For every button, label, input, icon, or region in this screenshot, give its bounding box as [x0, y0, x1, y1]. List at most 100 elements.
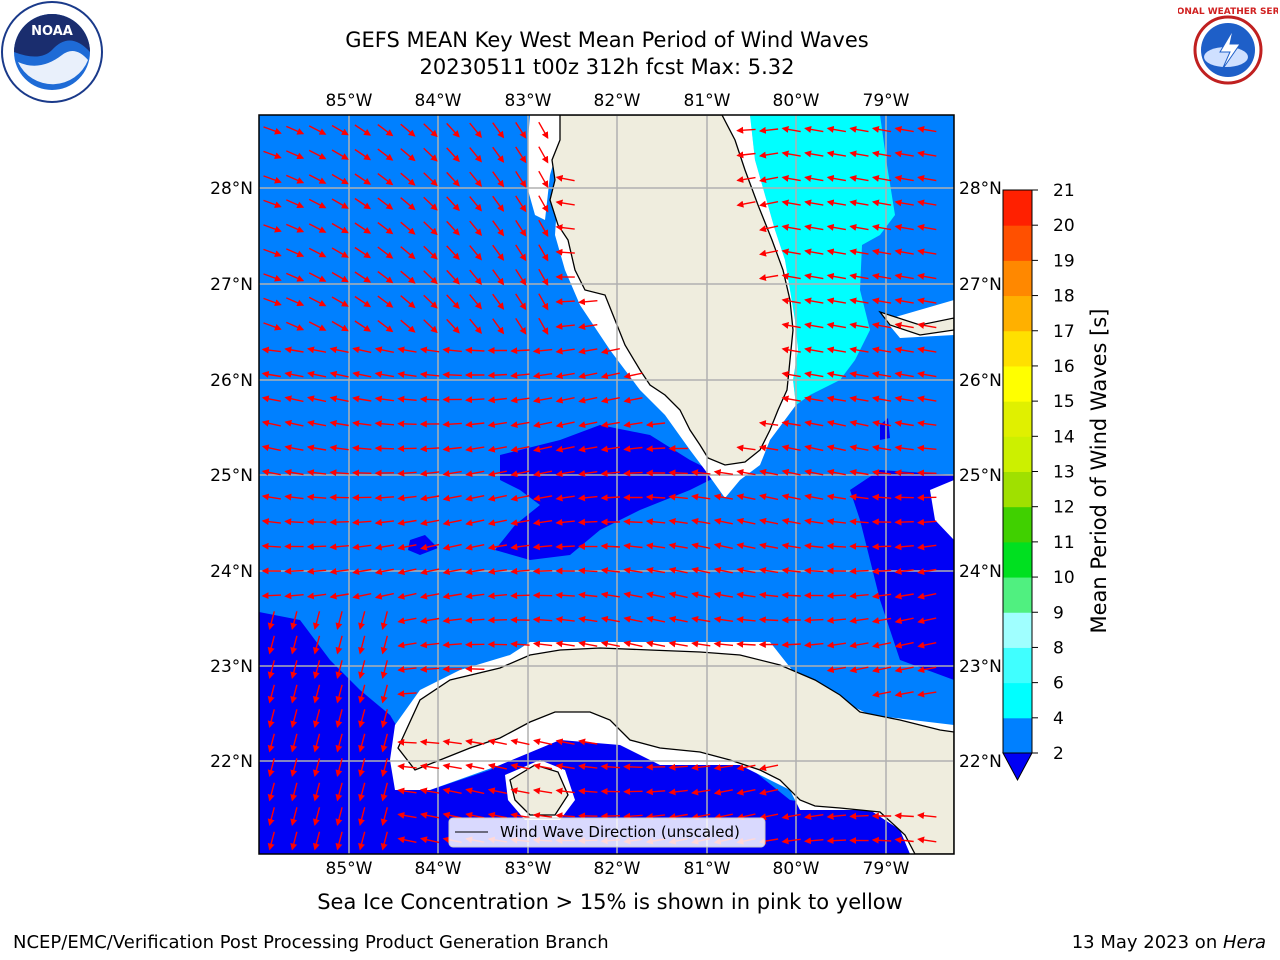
wind-wave-arrow — [442, 811, 462, 819]
wind-wave-arrow — [759, 468, 779, 476]
wind-wave-arrow — [781, 150, 801, 158]
footer-date-text: 13 May 2023 on — [1071, 932, 1223, 953]
colorbar-tick-label: 10 — [1053, 568, 1075, 588]
wind-wave-arrow — [377, 222, 394, 235]
wind-wave-arrow — [871, 321, 892, 329]
colorbar-tick-label: 13 — [1053, 463, 1075, 483]
lat-label: 22°N — [959, 752, 1002, 772]
wind-wave-arrow — [335, 758, 343, 778]
wind-wave-arrow — [691, 469, 711, 477]
wind-wave-arrow — [329, 567, 349, 575]
wind-wave-arrow — [781, 567, 801, 575]
wind-wave-arrow — [510, 543, 530, 551]
wind-wave-arrow — [515, 244, 527, 262]
wind-wave-arrow — [492, 244, 505, 261]
colorbar-segment — [1003, 225, 1032, 261]
wind-wave-arrow — [623, 812, 643, 820]
wind-wave-arrow — [668, 763, 688, 771]
wind-wave-arrow — [555, 543, 575, 551]
wind-wave-arrow — [645, 542, 666, 550]
wind-wave-arrow — [826, 542, 847, 550]
wind-wave-arrow — [331, 271, 349, 283]
wind-wave-arrow — [555, 174, 575, 182]
wind-wave-arrow — [263, 150, 282, 159]
wind-wave-arrow — [600, 372, 620, 380]
lon-label: 80°W — [773, 91, 820, 111]
wind-wave-arrow — [578, 591, 598, 599]
wind-wave-arrow — [758, 126, 779, 134]
lon-label: 85°W — [326, 859, 373, 879]
wind-wave-arrow — [713, 788, 733, 796]
lon-label: 81°W — [684, 859, 731, 879]
wind-wave-arrow — [826, 493, 847, 501]
wind-wave-arrow — [358, 611, 366, 631]
wind-wave-arrow — [600, 615, 620, 623]
wind-wave-arrow — [623, 591, 643, 599]
wind-wave-arrow — [826, 592, 847, 600]
wind-wave-arrow — [781, 297, 801, 305]
wind-wave-arrow — [804, 199, 824, 207]
colorbar-tick-label: 16 — [1053, 357, 1075, 377]
wind-wave-arrow — [261, 419, 281, 427]
wind-wave-arrow — [286, 223, 305, 233]
wind-wave-arrow — [335, 807, 343, 827]
wind-wave-arrow — [578, 787, 598, 795]
wind-wave-arrow — [736, 493, 756, 501]
wind-wave-arrow — [578, 494, 598, 502]
wind-wave-arrow — [804, 346, 824, 354]
wind-wave-arrow — [306, 444, 327, 452]
wind-wave-arrow — [465, 396, 485, 404]
wind-wave-arrow — [397, 617, 417, 625]
wind-wave-arrow — [446, 122, 460, 138]
wind-wave-arrow — [358, 807, 366, 827]
wind-wave-arrow — [849, 518, 869, 526]
wind-wave-arrow — [267, 709, 275, 729]
colorbar-tick-label: 15 — [1053, 392, 1075, 412]
chart-subtitle: 20230511 t00z 312h fcst Max: 5.32 — [419, 55, 795, 79]
wind-wave-arrow — [510, 592, 530, 600]
lon-label: 83°W — [505, 91, 552, 111]
wind-wave-arrow — [645, 493, 666, 501]
wind-wave-arrow — [308, 321, 327, 331]
wind-wave-arrow — [306, 567, 327, 575]
wind-wave-arrow — [329, 469, 349, 477]
wind-wave-arrow — [354, 222, 372, 234]
wind-wave-arrow — [538, 170, 549, 189]
wind-wave-arrow — [515, 122, 527, 139]
wind-wave-arrow — [419, 763, 440, 770]
wind-wave-arrow — [781, 837, 801, 845]
wind-wave-arrow — [758, 444, 779, 452]
wind-wave-arrow — [267, 758, 275, 778]
wind-wave-arrow — [804, 493, 824, 501]
wind-wave-arrow — [400, 172, 416, 186]
wind-wave-arrow — [532, 543, 553, 551]
wind-wave-arrow — [804, 518, 824, 525]
wind-wave-arrow — [308, 198, 327, 209]
wind-wave-arrow — [917, 666, 937, 674]
wind-wave-arrow — [423, 221, 438, 236]
sea-ice-note: Sea Ice Concentration > 15% is shown in … — [317, 890, 903, 914]
wind-wave-arrow — [377, 246, 394, 259]
wind-wave-arrow — [578, 567, 598, 575]
wind-wave-arrow — [578, 738, 598, 746]
landmass — [397, 115, 954, 854]
wind-wave-arrow — [894, 125, 914, 133]
colorbar-tick-label: 17 — [1053, 322, 1075, 342]
wind-wave-arrow — [600, 763, 621, 771]
wind-wave-arrow — [400, 197, 416, 211]
wind-wave-arrow — [646, 615, 666, 623]
wind-wave-arrow — [804, 297, 824, 305]
wind-wave-arrow — [713, 469, 734, 476]
wind-wave-arrow — [487, 787, 507, 795]
wind-wave-arrow — [668, 615, 688, 623]
wind-wave-arrow — [515, 195, 527, 213]
wind-wave-arrow — [261, 518, 281, 526]
wind-wave-arrow — [849, 370, 869, 378]
wind-wave-arrow — [804, 174, 824, 182]
wind-wave-arrow — [533, 445, 553, 453]
wind-wave-arrow — [335, 782, 343, 802]
wind-wave-arrow — [352, 518, 372, 526]
lon-label: 82°W — [594, 859, 641, 879]
lon-labels-bottom: 85°W 84°W 83°W 82°W 81°W 80°W 79°W — [326, 859, 910, 879]
wind-wave-arrow — [804, 837, 824, 845]
